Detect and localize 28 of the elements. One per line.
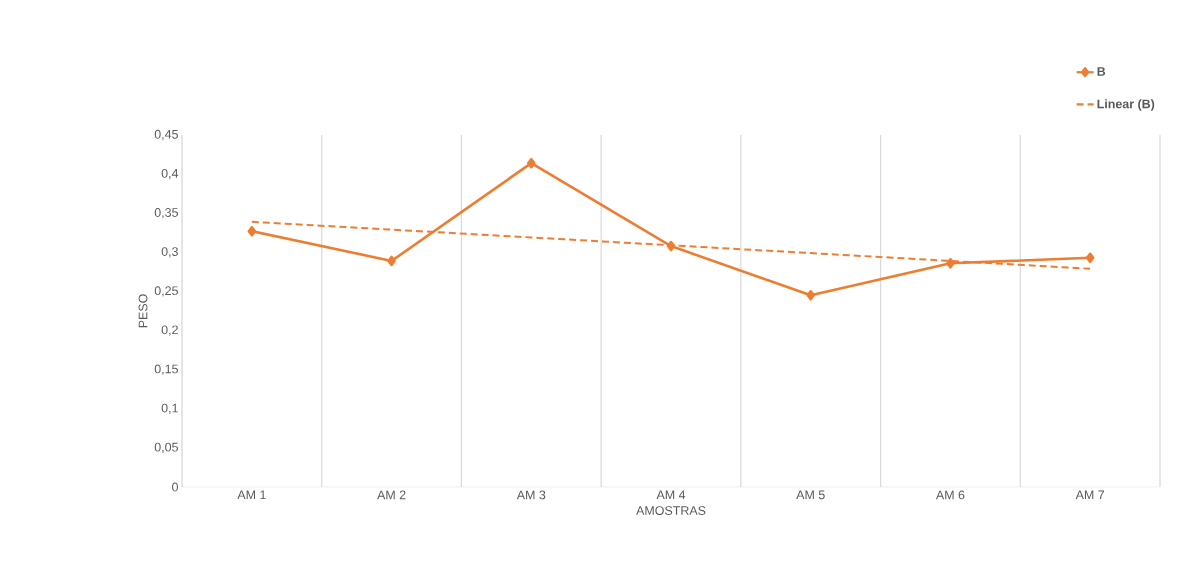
y-tick-label: 0,3	[161, 247, 178, 258]
y-tick-label: 0,15	[154, 364, 178, 375]
point	[806, 290, 816, 301]
point	[1085, 252, 1095, 264]
point	[527, 157, 536, 169]
y-tick-label: 0,1	[161, 403, 178, 414]
legend-label: B	[1097, 67, 1106, 76]
x-tick-label: AM 7	[1075, 490, 1105, 500]
y-axis-title: PESO	[138, 294, 148, 328]
y-tick-label: 0,35	[154, 208, 178, 219]
y-tick-label: 0,05	[154, 442, 178, 454]
x-tick-label: AM 3	[516, 490, 546, 500]
point	[387, 255, 396, 267]
x-tick-label: AM 6	[935, 490, 965, 500]
point	[666, 240, 676, 252]
point	[946, 257, 955, 269]
x-tick-label: AM 5	[796, 490, 825, 500]
x-tick-label: AM 1	[237, 490, 266, 500]
y-tick-label: 0,4	[161, 168, 179, 180]
y-tick-label: 0,25	[154, 286, 178, 297]
y-tick-label: 0,45	[154, 129, 178, 141]
y-tick-label: 0	[172, 482, 178, 492]
legend-label: Linear (B)	[1097, 99, 1155, 111]
point	[247, 225, 257, 237]
x-tick-label: AM 2	[377, 490, 406, 500]
x-axis-title: AMOSTRAS	[636, 506, 706, 515]
x-tick-label: AM 4	[656, 490, 686, 500]
y-tick-label: 0,2	[161, 325, 178, 336]
